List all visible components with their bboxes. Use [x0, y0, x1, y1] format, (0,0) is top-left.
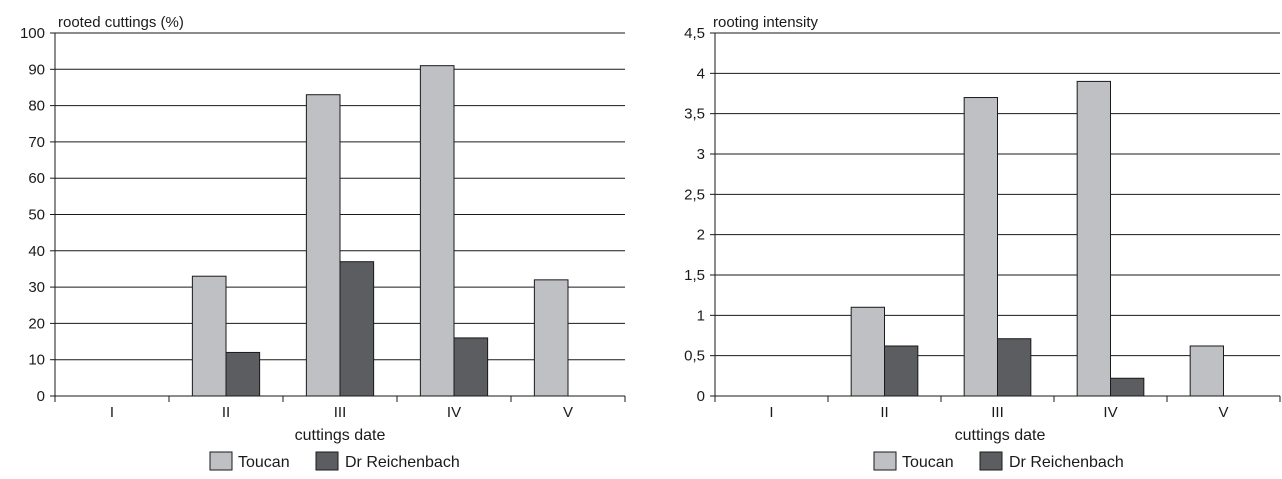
x-tick-label: V: [1218, 404, 1228, 421]
legend-swatch-reichenbach: [315, 451, 339, 471]
bar-toucan-V: [1189, 345, 1225, 397]
y-tick-label: 2,5: [684, 186, 705, 203]
x-tick-labels: I II III IV V: [110, 404, 573, 421]
x-tick-label: II: [222, 404, 230, 421]
bar-reichenbach-III: [997, 338, 1032, 397]
y-tick-label: 1: [697, 307, 705, 324]
legend-label-reichenbach: Dr Reichenbach: [1009, 454, 1124, 471]
y-tick-label: 70: [28, 134, 45, 151]
x-tick-label: I: [110, 404, 114, 421]
bar-toucan-IV: [1076, 80, 1112, 397]
x-tick-label: III: [991, 404, 1004, 421]
y-tick-label: 2: [697, 227, 705, 244]
y-tick-label: 90: [28, 61, 45, 78]
y-tick-label: 0: [37, 388, 45, 405]
chart-rooting-intensity: rooting intensity 0 0,5 1 1,5 2 2,5 3 3,5 4 4,5 I…: [684, 14, 1281, 471]
y-tick-labels: 0 0,5 1 1,5 2 2,5 3 3,5 4 4,5: [684, 25, 705, 405]
y-tick-label: 30: [28, 279, 45, 296]
x-axis-title: cuttings date: [295, 427, 386, 444]
legend-label-reichenbach: Dr Reichenbach: [345, 454, 460, 471]
bar-reichenbach-IV: [1110, 377, 1145, 397]
x-tick-label: V: [563, 404, 573, 421]
y-tick-label: 50: [28, 207, 45, 224]
x-tick-label: II: [880, 404, 888, 421]
axes: [710, 32, 1281, 402]
y-axis-title: rooted cuttings (%): [58, 14, 184, 31]
y-tick-label: 20: [28, 315, 45, 332]
bar-reichenbach-II: [884, 345, 919, 397]
legend-label-toucan: Toucan: [238, 454, 290, 471]
bar-toucan-V: [533, 279, 569, 397]
legend-swatch-reichenbach: [979, 451, 1003, 471]
legend-swatch-toucan: [873, 451, 897, 471]
x-tick-label: IV: [447, 404, 461, 421]
legend: Toucan Dr Reichenbach: [209, 451, 460, 471]
x-axis-title: cuttings date: [955, 427, 1046, 444]
bar-toucan-II: [191, 275, 227, 397]
y-tick-label: 1,5: [684, 267, 705, 284]
bars: [191, 65, 569, 397]
bar-toucan-II: [850, 306, 885, 397]
x-tick-label: IV: [1103, 404, 1117, 421]
y-tick-label: 10: [28, 352, 45, 369]
y-tick-label: 0,5: [684, 348, 705, 365]
y-tick-label: 80: [28, 98, 45, 115]
y-tick-label: 4: [697, 65, 705, 82]
y-tick-label: 4,5: [684, 25, 705, 42]
x-tick-labels: I II III IV V: [769, 404, 1228, 421]
bars: [850, 80, 1225, 397]
y-tick-label: 100: [20, 25, 45, 42]
legend-swatch-toucan: [209, 451, 233, 471]
legend-label-toucan: Toucan: [902, 454, 954, 471]
y-tick-label: 3,5: [684, 106, 705, 123]
x-tick-label: I: [769, 404, 773, 421]
y-tick-label: 40: [28, 243, 45, 260]
y-tick-label: 3: [697, 146, 705, 163]
y-tick-label: 60: [28, 170, 45, 187]
bar-toucan-IV: [419, 65, 455, 397]
x-tick-label: III: [334, 404, 347, 421]
y-tick-label: 0: [697, 388, 705, 405]
y-tick-labels: 0 10 20 30 40 50 60 70 80 90 100: [20, 25, 45, 405]
bar-reichenbach-II: [225, 351, 261, 397]
axes: [50, 32, 626, 402]
legend: Toucan Dr Reichenbach: [873, 451, 1124, 471]
bar-reichenbach-IV: [453, 337, 489, 397]
y-axis-title: rooting intensity: [713, 14, 819, 31]
bar-reichenbach-III: [339, 261, 375, 397]
bar-toucan-III: [963, 97, 998, 397]
chart-rooted-cuttings: rooted cuttings (%) 0 10 20 30 40 50 60 70 80 90 1…: [20, 14, 626, 471]
bar-toucan-III: [305, 94, 341, 397]
